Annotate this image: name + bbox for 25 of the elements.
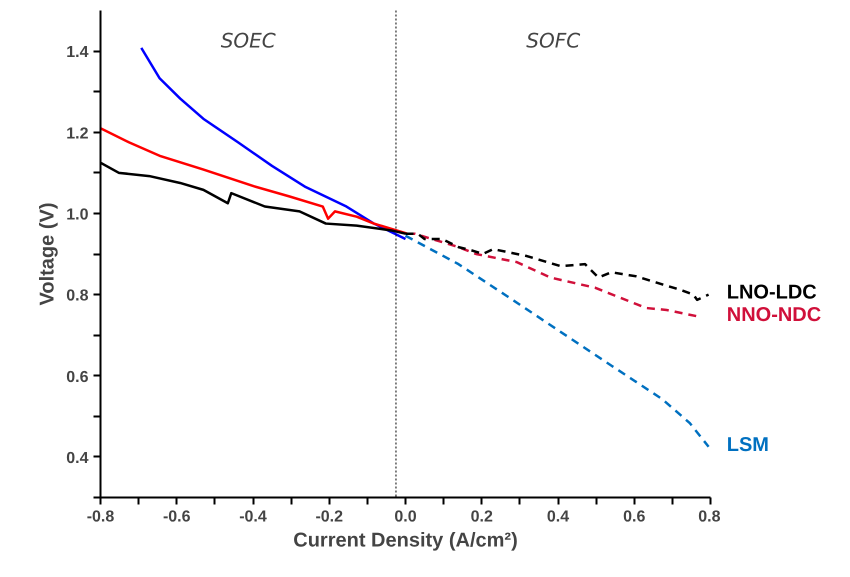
y-tick-label: 0.4 [66, 450, 89, 467]
x-tick-label: 0.4 [546, 508, 570, 526]
x-tick-label: -0.4 [239, 508, 267, 526]
y-tick-label: 1.2 [66, 125, 89, 142]
x-tick-label: 0.0 [394, 508, 417, 526]
x-tick-label: 0.2 [470, 508, 493, 526]
line-series [404, 234, 710, 448]
line-series [140, 46, 407, 240]
x-tick-label: -0.2 [315, 508, 344, 526]
series-label: LNO-LDC [726, 282, 817, 304]
y-tick-label: 0.8 [66, 288, 89, 305]
x-tick-label: 0.8 [698, 508, 721, 526]
y-tick-label: 1.4 [66, 44, 89, 62]
x-tick-label: 0.6 [623, 508, 646, 526]
annotation: SOFC [526, 28, 580, 52]
y-tick-label: 1.0 [66, 206, 89, 224]
y-tick-label: 0.6 [66, 368, 89, 386]
y-axis-title: Voltage (V) [36, 202, 58, 306]
x-tick-label: -0.6 [162, 508, 191, 526]
x-tick-label: -0.8 [86, 508, 114, 526]
line-series [100, 126, 409, 235]
series-label: NNO-NDC [726, 304, 822, 326]
series-label: LSM [726, 434, 769, 456]
annotation: SOEC [220, 28, 276, 52]
x-axis-title: Current Density (A/cm²) [293, 530, 518, 552]
